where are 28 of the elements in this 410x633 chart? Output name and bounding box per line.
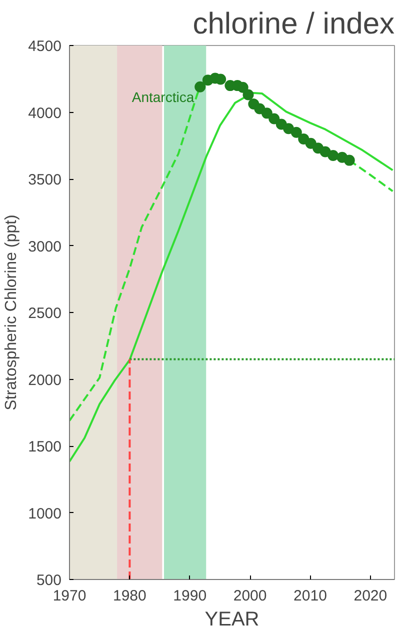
point <box>328 150 339 161</box>
y-tick-label: 4000 <box>28 104 62 122</box>
x-tick-label: 1980 <box>113 588 146 604</box>
point <box>290 126 302 138</box>
x-tick-label: 2020 <box>354 588 388 604</box>
y-tick-label: 3500 <box>28 172 62 188</box>
y-tick-label: 4500 <box>28 38 62 55</box>
x-tick-label: 2010 <box>294 588 327 604</box>
x-tick-label: 2000 <box>233 588 267 604</box>
point <box>261 108 272 119</box>
point <box>242 89 254 100</box>
point <box>237 82 248 93</box>
point <box>283 123 294 134</box>
y-tick-label: 2000 <box>28 372 62 389</box>
point <box>268 113 280 124</box>
y-tick-label: 1500 <box>28 438 62 456</box>
y-axis-title: Stratospheric Chlorine (ppt) <box>3 214 20 410</box>
series-label: Antarctica <box>132 88 194 105</box>
x-axis-title: YEAR <box>204 608 260 630</box>
y-tick-label: 500 <box>36 572 62 589</box>
point <box>194 81 206 92</box>
y-tick-label: 3000 <box>28 238 62 256</box>
chart-title: chlorine / index <box>192 8 395 40</box>
point <box>344 154 355 166</box>
y-tick-label: 2500 <box>28 305 62 322</box>
x-tick-label: 1990 <box>173 588 207 604</box>
y-tick-label: 1000 <box>28 505 62 522</box>
x-tick-label: 1970 <box>52 588 86 604</box>
